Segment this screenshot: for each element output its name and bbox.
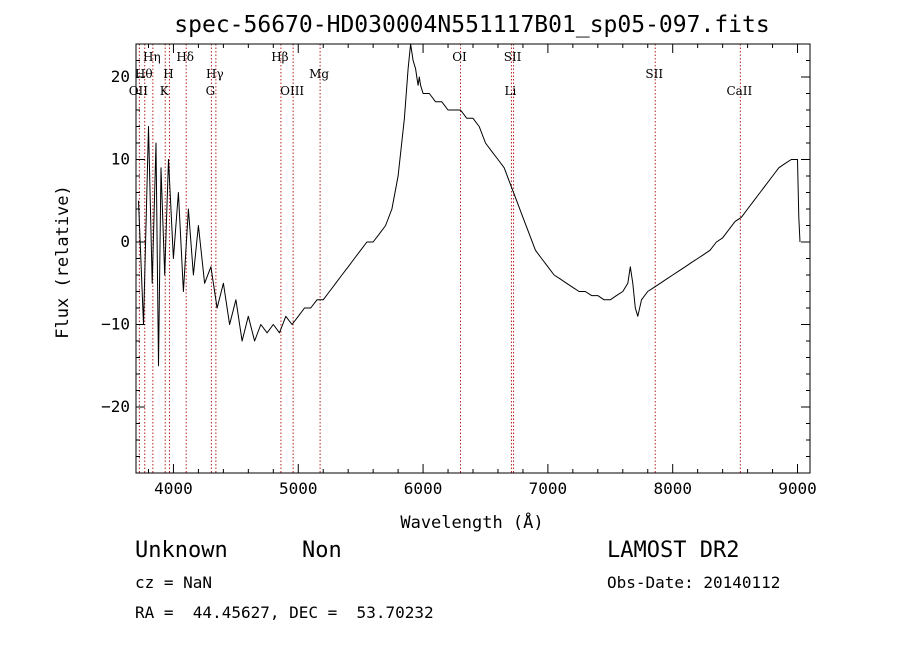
observation-date: Obs-Date: 20140112 (607, 573, 781, 592)
object-class: Unknown (135, 538, 228, 563)
x-tick-label: 9000 (778, 479, 817, 498)
x-tick-label: 8000 (653, 479, 692, 498)
line-label: Hδ (176, 50, 194, 64)
x-tick-label: 4000 (154, 479, 193, 498)
spectrum-line-layer (138, 43, 801, 367)
y-tick-label: −20 (101, 397, 130, 416)
line-label: SII (645, 67, 663, 81)
line-label: Li (505, 84, 517, 98)
line-label: Hη (143, 50, 161, 64)
line-label: H (163, 67, 173, 81)
spectrum-line (138, 43, 801, 367)
line-label: Hγ (206, 67, 224, 81)
line-label: OII (129, 84, 149, 98)
x-tick-label: 6000 (404, 479, 443, 498)
line-label: K (160, 84, 170, 98)
axis-ticks: 4000 5000 6000 7000 8000 9000 −20 −10 0 10 20 (101, 43, 817, 498)
redshift-value: cz = NaN (135, 573, 213, 592)
x-tick-label: 5000 (279, 479, 318, 498)
line-label: Hβ (271, 50, 288, 64)
line-label: Mg (309, 67, 329, 81)
line-label: G (206, 84, 216, 98)
coordinates: RA = 44.45627, DEC = 53.70232 (135, 603, 434, 622)
x-tick-label: 7000 (529, 479, 568, 498)
line-label: OIII (280, 84, 304, 98)
y-tick-label: −10 (101, 315, 130, 334)
object-subclass: Non (302, 538, 342, 563)
chart-title: spec-56670-HD030004N551117B01_sp05-097.f… (174, 12, 769, 38)
x-axis-label: Wavelength (Å) (400, 511, 543, 533)
plot-frame (135, 43, 811, 474)
emission-line-markers (138, 44, 741, 473)
line-label: Hθ (135, 67, 153, 81)
survey-name: LAMOST DR2 (607, 538, 740, 563)
line-label: OI (452, 50, 467, 64)
y-tick-label: 10 (111, 150, 130, 169)
line-label: SII (504, 50, 522, 64)
line-label: CaII (726, 84, 752, 98)
y-tick-label: 20 (111, 67, 130, 86)
y-tick-label: 0 (120, 232, 130, 251)
y-axis-label: Flux (relative) (53, 185, 73, 339)
